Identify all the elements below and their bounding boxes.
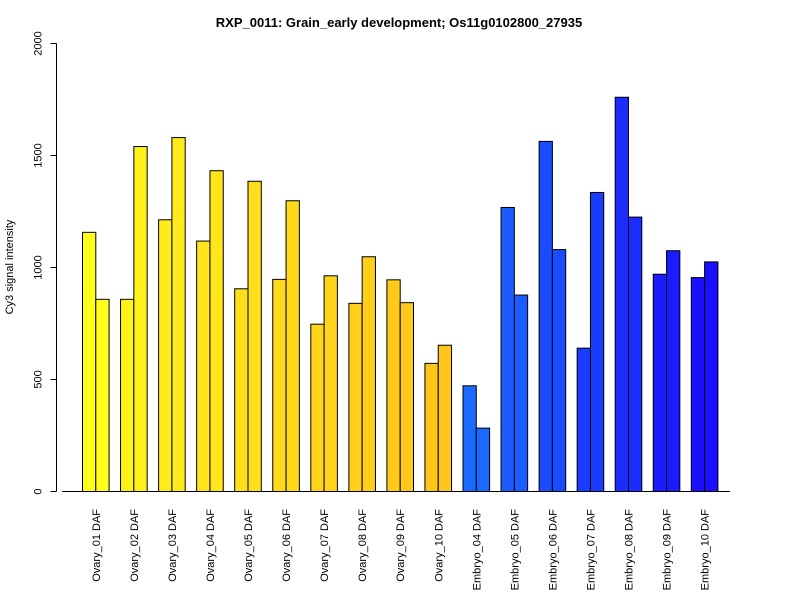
x-tick-label: Embryo_10 DAF	[700, 509, 712, 591]
chart-title: RXP_0011: Grain_early development; Os11g…	[216, 15, 582, 30]
bar	[614, 96, 630, 492]
bar	[576, 347, 591, 493]
bar	[437, 344, 453, 492]
bars-group	[82, 96, 719, 493]
y-tick-label: 1500	[33, 143, 45, 167]
bar	[247, 180, 262, 492]
bar	[399, 302, 415, 492]
bar	[133, 146, 148, 492]
bar	[424, 362, 439, 493]
y-axis-label: Cy3 signal intensity	[4, 219, 16, 314]
bar	[95, 298, 110, 493]
bar	[120, 298, 135, 493]
y-tick-label: 500	[33, 370, 45, 388]
bar	[348, 302, 363, 492]
bar	[500, 206, 515, 493]
x-tick-label: Embryo_06 DAF	[547, 509, 559, 591]
x-tick-label: Embryo_07 DAF	[585, 509, 597, 591]
bar	[538, 140, 553, 492]
bar	[475, 427, 491, 492]
bar	[704, 261, 719, 492]
bar	[323, 275, 338, 492]
y-tick-label: 0	[33, 488, 45, 494]
x-tick-label: Ovary_04 DAF	[205, 509, 217, 582]
bar	[690, 277, 706, 492]
bar	[171, 137, 186, 493]
x-tick-label: Ovary_09 DAF	[395, 509, 407, 582]
x-tick-label: Ovary_05 DAF	[243, 509, 255, 582]
bar	[82, 231, 97, 492]
bar	[209, 170, 224, 492]
x-tick-label: Embryo_05 DAF	[509, 509, 521, 591]
bar	[628, 216, 643, 492]
bar	[513, 294, 529, 492]
bar	[196, 240, 211, 492]
bar	[361, 256, 376, 492]
x-tick-label: Ovary_06 DAF	[281, 509, 293, 582]
x-tick-label: Ovary_02 DAF	[129, 509, 141, 582]
y-tick-label: 1000	[33, 255, 45, 279]
x-tick-label: Embryo_09 DAF	[662, 509, 674, 591]
bar	[462, 385, 477, 492]
bar	[310, 323, 325, 492]
x-tick-label: Embryo_04 DAF	[471, 509, 483, 591]
x-tick-label: Embryo_08 DAF	[624, 509, 636, 591]
bar	[589, 191, 605, 493]
bar	[386, 279, 401, 492]
bar	[652, 273, 668, 492]
y-axis: 0 500 1000 1500 2000	[33, 31, 57, 495]
x-tick-label: Ovary_03 DAF	[167, 509, 179, 582]
x-tick-label: Ovary_10 DAF	[433, 509, 445, 582]
bar	[158, 219, 173, 492]
x-tick-labels: Ovary_01 DAF Ovary_02 DAF Ovary_03 DAF Ovar…	[91, 509, 712, 591]
bar	[285, 200, 300, 493]
x-tick-label: Ovary_08 DAF	[357, 509, 369, 582]
x-tick-label: Ovary_07 DAF	[319, 509, 331, 582]
bar	[272, 278, 287, 493]
x-tick-label: Ovary_01 DAF	[91, 509, 103, 582]
bar	[666, 250, 681, 492]
bar	[234, 288, 249, 492]
bar	[551, 249, 567, 492]
y-tick-label: 2000	[33, 31, 45, 55]
